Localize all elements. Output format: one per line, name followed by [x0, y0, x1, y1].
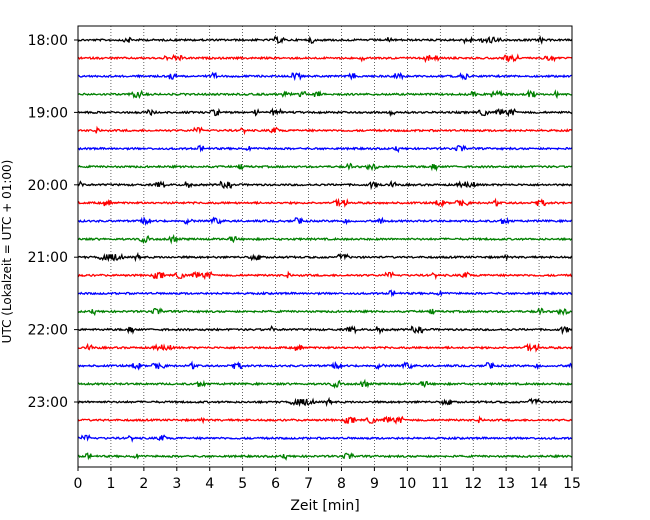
x-tick-label: 3: [172, 476, 181, 492]
x-tick-label: 8: [337, 476, 346, 492]
y-axis-label: UTC (Lokalzeit = UTC + 01:00): [0, 160, 14, 344]
trace-2245: [77, 378, 573, 389]
x-tick-label: 15: [563, 476, 581, 492]
x-tick-label: 1: [106, 476, 115, 492]
x-tick-label: 5: [238, 476, 247, 492]
seismic-traces: [77, 35, 573, 461]
trace-2115: [77, 270, 573, 281]
x-tick-label: 0: [74, 476, 83, 492]
x-axis-label: Zeit [min]: [290, 498, 359, 514]
y-tick-label: 20:00: [28, 178, 68, 194]
x-tick-label: 6: [271, 476, 280, 492]
trace-2315: [77, 415, 573, 425]
x-tick-label: 14: [530, 476, 548, 492]
trace-2200: [77, 325, 573, 336]
trace-1945: [77, 162, 573, 172]
trace-1830: [77, 71, 573, 82]
y-tick-label: 19:00: [28, 105, 68, 121]
y-axis-ticks: 18:00 19:00 20:00 21:00 22:00 23:00: [28, 33, 78, 411]
trace-2045: [77, 233, 573, 245]
y-tick-label: 23:00: [28, 395, 68, 411]
y-tick-label: 22:00: [28, 323, 68, 339]
trace-2000: [77, 179, 573, 191]
trace-2230: [77, 360, 573, 371]
trace-1900: [77, 107, 573, 118]
x-tick-label: 7: [304, 476, 313, 492]
trace-2145: [77, 307, 573, 317]
trace-1915: [77, 125, 573, 136]
trace-2015: [77, 197, 573, 208]
x-tick-label: 10: [398, 476, 416, 492]
plot-frame: [77, 25, 573, 468]
trace-2130: [77, 289, 573, 298]
y-tick-label: 21:00: [28, 250, 68, 266]
trace-2345: [77, 452, 573, 461]
trace-2330: [77, 434, 573, 443]
x-tick-label: 2: [139, 476, 148, 492]
trace-2300: [77, 396, 573, 408]
trace-2030: [77, 216, 573, 227]
x-tick-label: 9: [370, 476, 379, 492]
trace-2100: [77, 251, 573, 263]
x-tick-label: 11: [431, 476, 449, 492]
x-axis-ticks: 0 1 2 3 4 5 6 7 8 9 10 11 12 13 14 15: [74, 467, 581, 492]
x-tick-label: 13: [497, 476, 515, 492]
x-tick-label: 12: [464, 476, 482, 492]
y-tick-label: 18:00: [28, 33, 68, 49]
trace-1845: [77, 89, 573, 100]
trace-1930: [77, 144, 573, 154]
trace-1815: [77, 53, 573, 64]
x-tick-label: 4: [205, 476, 214, 492]
trace-2215: [77, 342, 573, 353]
trace-1800: [77, 35, 573, 45]
